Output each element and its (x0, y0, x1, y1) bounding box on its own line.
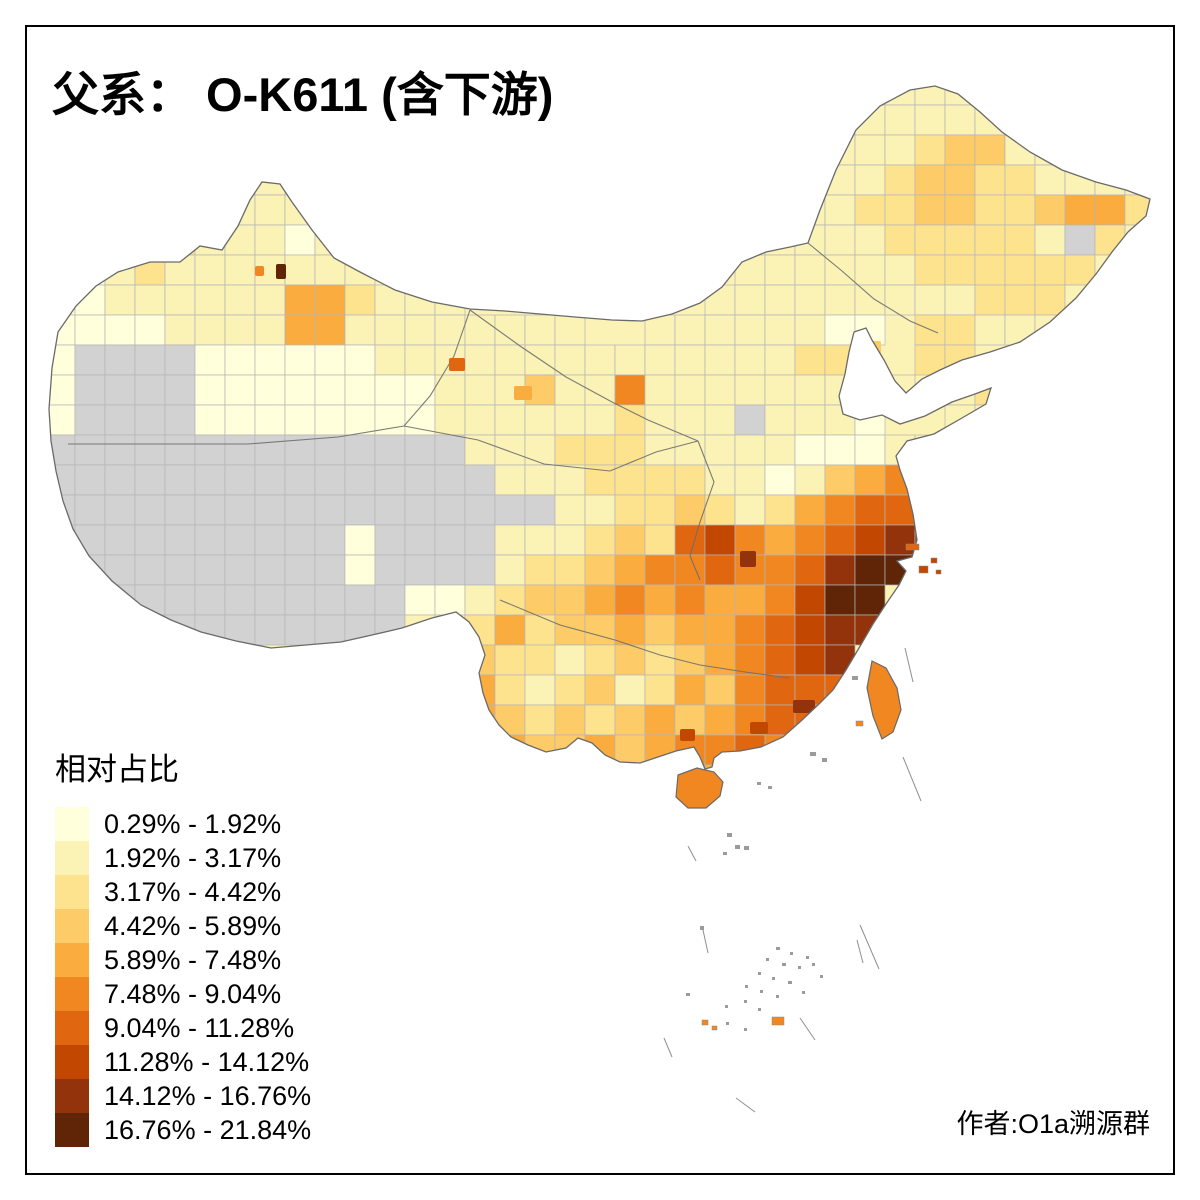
legend-label: 14.12% - 16.76% (104, 1081, 312, 1111)
jiayuguan-orange-spot (449, 358, 465, 371)
legend-swatch (55, 943, 89, 977)
legend-label: 7.48% - 9.04% (104, 979, 282, 1009)
legend-swatch (55, 1079, 89, 1113)
figure-title: 父系： O-K611 (含下游) (52, 68, 554, 121)
pearl-delta-dark-spot (750, 722, 768, 734)
legend-label: 1.92% - 3.17% (104, 843, 282, 873)
legend-row: 11.28% - 14.12% (55, 1045, 311, 1079)
legend-row: 7.48% - 9.04% (55, 977, 311, 1011)
legend-swatch (55, 909, 89, 943)
legend-rows: 0.29% - 1.92% 1.92% - 3.17% 3.17% - 4.42% 4… (55, 807, 311, 1147)
legend-label: 11.28% - 14.12% (104, 1047, 310, 1077)
legend-label: 4.42% - 5.89% (104, 911, 282, 941)
legend-row: 5.89% - 7.48% (55, 943, 311, 977)
yichang-dark-spot (740, 551, 756, 567)
small-colored-islets (701, 543, 942, 1031)
legend-swatch (55, 977, 89, 1011)
legend-row: 14.12% - 16.76% (55, 1079, 311, 1113)
major-islands (675, 660, 902, 809)
legend-row: 1.92% - 3.17% (55, 841, 311, 875)
legend-row: 9.04% - 11.28% (55, 1011, 311, 1045)
legend-label: 3.17% - 4.42% (104, 877, 282, 907)
attribution-text: 作者:O1a溯源群 (956, 1109, 1150, 1139)
legend-swatch (55, 1045, 89, 1079)
legend-row: 16.76% - 21.84% (55, 1113, 311, 1147)
chaoshan-dark-spot (793, 700, 815, 713)
island-chain-dashes (663, 647, 922, 1113)
legend-swatch (55, 1113, 89, 1147)
legend-title: 相对占比 (55, 752, 179, 787)
legend-row: 0.29% - 1.92% (55, 807, 311, 841)
legend-row: 4.42% - 5.89% (55, 909, 311, 943)
hainan-island (675, 767, 724, 809)
tiny-island-specks (686, 676, 858, 1031)
taiwan-island (866, 660, 902, 740)
legend-swatch (55, 841, 89, 875)
figure-frame (25, 25, 1175, 1175)
legend-label: 9.04% - 11.28% (104, 1013, 295, 1043)
province-borders (68, 242, 939, 679)
legend-swatch (55, 1011, 89, 1045)
legend-row: 3.17% - 4.42% (55, 875, 311, 909)
legend-swatch (55, 875, 89, 909)
legend-label: 16.76% - 21.84% (104, 1115, 312, 1145)
legend-label: 0.29% - 1.92% (104, 809, 282, 839)
kuitun-orange-spot (255, 266, 264, 276)
hexi-orange-spot (514, 386, 532, 400)
shihezi-dark-spot (276, 264, 286, 279)
south-guangxi-dark-spot (680, 729, 695, 741)
legend-swatch (55, 807, 89, 841)
legend-label: 5.89% - 7.48% (104, 945, 282, 975)
legend: 相对占比 0.29% - 1.92% 1.92% - 3.17% 3.17% - 4… (55, 744, 311, 1147)
